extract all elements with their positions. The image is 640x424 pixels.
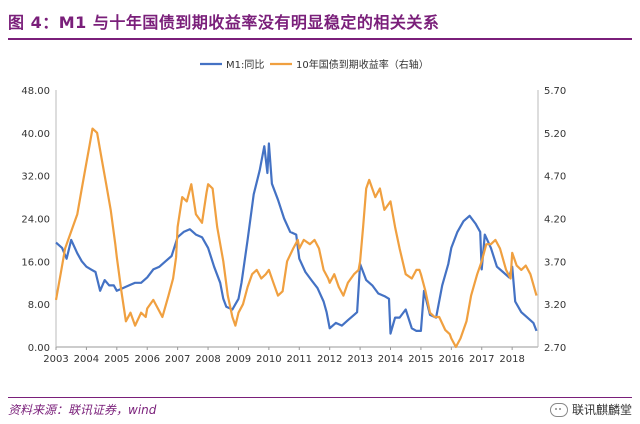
series-line-m1 (55, 142, 538, 335)
legend-label: M1:同比 (226, 59, 264, 71)
watermark: 联讯麒麟堂 (549, 401, 632, 418)
y-right-tick-label: 4.20 (544, 215, 566, 226)
figure-title: 图 4：M1 与十年国债到期收益率没有明显稳定的相关关系 (8, 13, 440, 32)
x-tick-label: 2016 (439, 354, 464, 365)
source-text: 资料来源：联讯证券，wind (8, 403, 157, 417)
series-line-bond-yield (54, 127, 538, 349)
x-tick-label: 2012 (317, 354, 342, 365)
figure-title-bar: 图 4：M1 与十年国债到期收益率没有明显稳定的相关关系 (8, 4, 632, 40)
x-tick-label: 2010 (256, 354, 281, 365)
y-left-tick-label: 48.00 (21, 86, 50, 97)
x-tick-label: 2003 (43, 354, 68, 365)
x-tick-label: 2004 (74, 354, 99, 365)
y-right-tick-label: 2.70 (544, 343, 566, 354)
y-right-tick-label: 4.70 (544, 172, 566, 183)
x-tick-label: 2013 (347, 354, 372, 365)
x-tick-label: 2011 (287, 354, 312, 365)
y-left-tick-label: 0.00 (28, 343, 50, 354)
y-left-tick-label: 32.00 (21, 172, 50, 183)
x-tick-label: 2009 (226, 354, 251, 365)
x-tick-label: 2006 (135, 354, 160, 365)
line-chart: 0.00 8.00 16.00 24.00 32.00 40.00 48.00 2.70 3.2… (21, 58, 566, 365)
x-tick-label: 2015 (408, 354, 433, 365)
y-left-tick-label: 8.00 (28, 300, 50, 311)
y-right-tick-label: 5.20 (544, 129, 566, 140)
y-left-tick-label: 16.00 (21, 257, 50, 268)
y-right-tick-label: 5.70 (544, 86, 566, 97)
x-tick-label: 2018 (499, 354, 524, 365)
legend-label: 10年国债到期收益率（右轴） (296, 58, 429, 71)
y-left-tick-label: 40.00 (21, 129, 50, 140)
y-left-tick-label: 24.00 (21, 215, 50, 226)
y-right-tick-label: 3.70 (544, 257, 566, 268)
y-right-tick-label: 3.20 (544, 300, 566, 311)
x-tick-label: 2014 (378, 354, 403, 365)
x-tick-label: 2008 (195, 354, 220, 365)
x-tick-label: 2017 (469, 354, 494, 365)
x-tick-label: 2005 (104, 354, 129, 365)
source-footer: 资料来源：联讯证券，wind 联讯麒麟堂 (8, 397, 632, 418)
x-tick-label: 2007 (165, 354, 190, 365)
watermark-text: 联讯麒麟堂 (571, 403, 632, 417)
wechat-icon (549, 402, 568, 417)
